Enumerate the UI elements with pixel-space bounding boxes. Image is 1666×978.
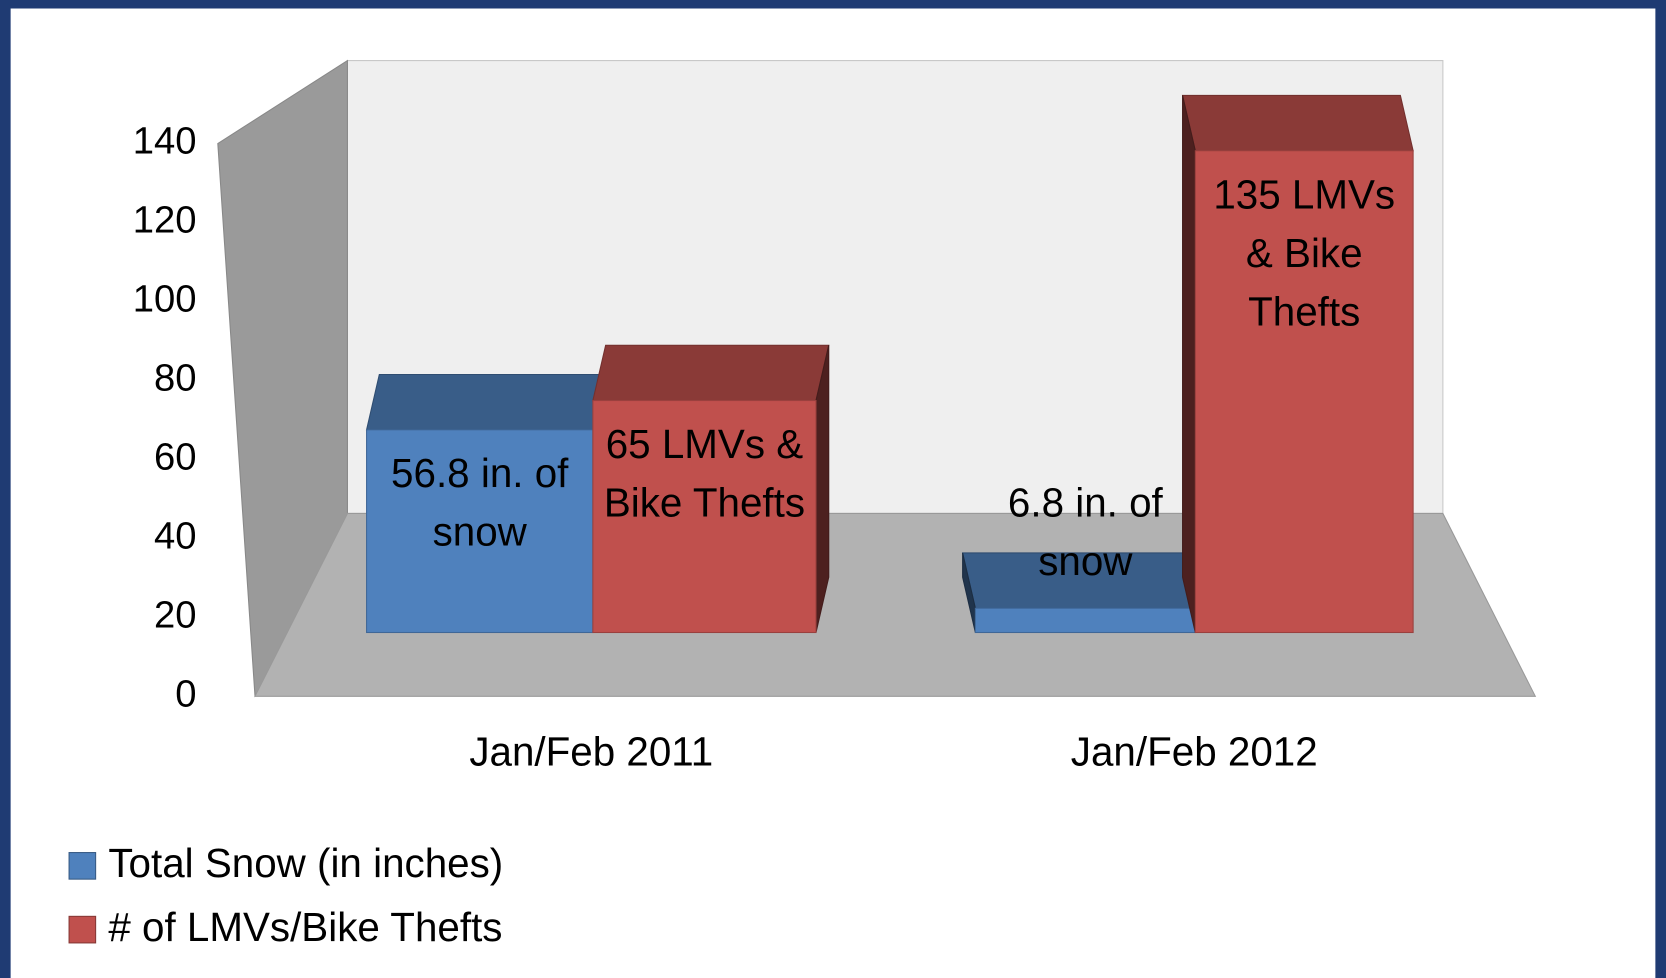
legend-swatch <box>68 915 97 944</box>
bar <box>961 552 1196 634</box>
bar <box>592 344 830 634</box>
data-label-box: 56.8 in. of snow <box>391 452 569 556</box>
bar <box>1181 94 1414 634</box>
data-label: 6.8 in. of snow <box>1007 481 1163 585</box>
y-tick-label: 20 <box>154 593 197 636</box>
bar-front <box>592 400 817 634</box>
bar-top <box>1181 94 1414 152</box>
y-tick-label: 140 <box>133 120 197 163</box>
labels: 0 20 40 60 80 100 120 140 Jan/Feb 2011 56.8 in. o… <box>68 120 1396 950</box>
y-tick-label: 80 <box>154 357 197 400</box>
data-label-box: 135 LMVs & Bike Thefts <box>1213 173 1396 335</box>
data-label-box: 6.8 in. of snow <box>1007 481 1163 585</box>
data-label: 65 LMVs & Bike Thefts <box>603 422 806 526</box>
data-label: 135 LMVs & Bike Thefts <box>1213 173 1396 335</box>
y-tick-label: 100 <box>133 278 197 321</box>
bar-front <box>1194 150 1414 634</box>
bar-top <box>365 373 607 431</box>
bar-top <box>592 344 830 402</box>
y-tick-label: 60 <box>154 435 197 478</box>
y-tick-label: 120 <box>133 199 197 242</box>
x-tick-label: Jan/Feb 2012 <box>1071 728 1318 774</box>
legend-label: Total Snow (in inches) <box>108 840 503 886</box>
data-label: 56.8 in. of snow <box>391 452 569 556</box>
y-tick-label: 40 <box>154 514 197 557</box>
data-label-box: 65 LMVs & Bike Thefts <box>603 422 806 526</box>
legend-swatch <box>68 852 97 880</box>
bars <box>365 94 1414 634</box>
bar-front <box>974 607 1196 634</box>
x-tick-label: Jan/Feb 2011 <box>469 728 713 774</box>
legend-label: # of LMVs/Bike Thefts <box>108 904 502 950</box>
y-tick-label: 0 <box>175 672 196 715</box>
